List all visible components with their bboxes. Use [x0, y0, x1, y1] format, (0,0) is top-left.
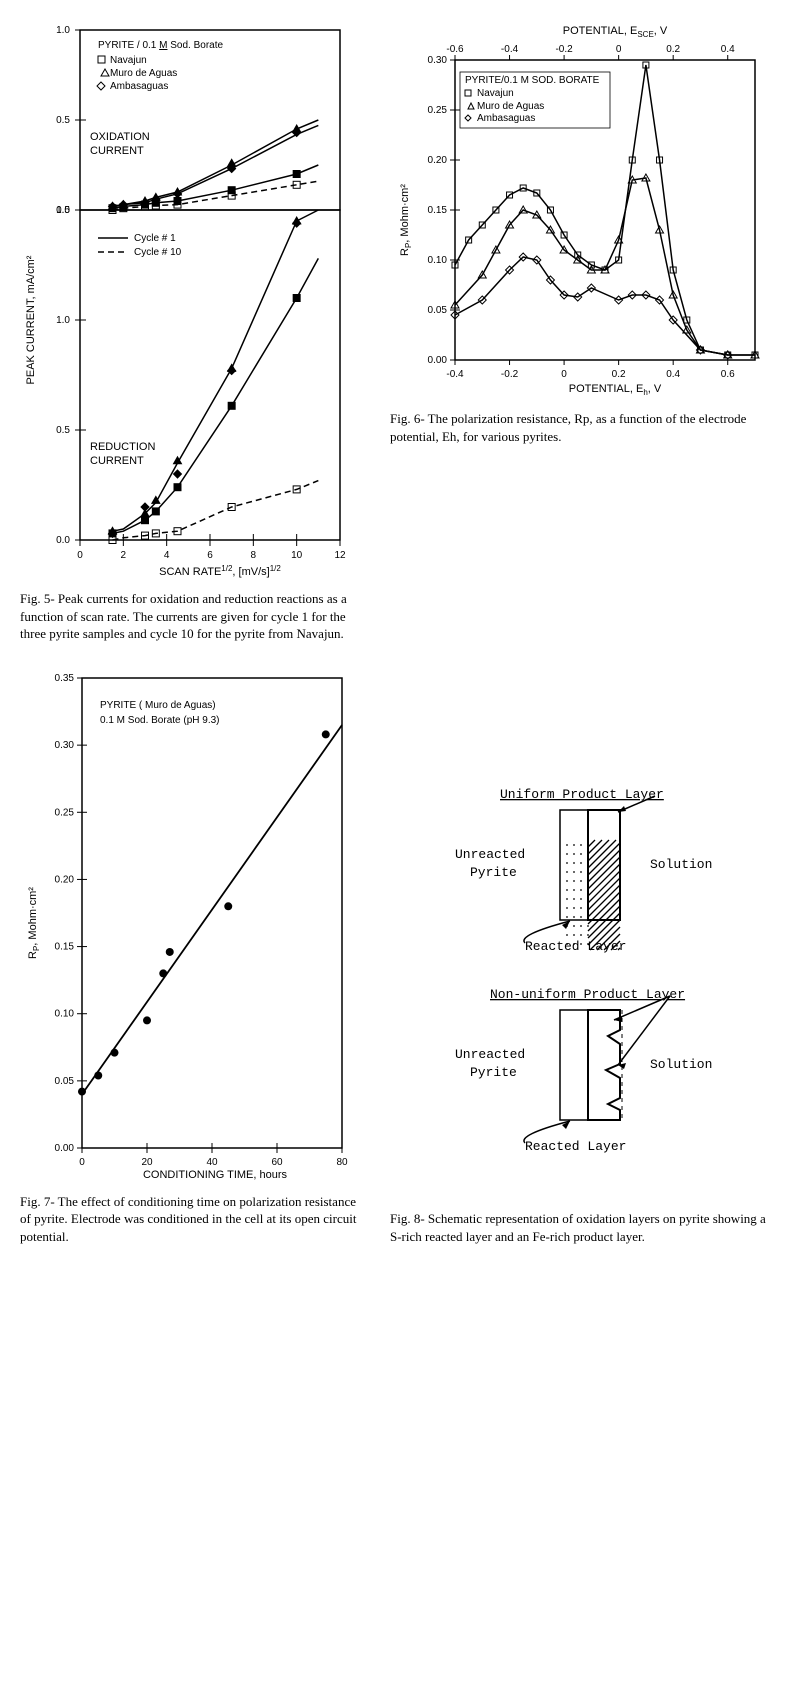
- svg-text:0.05: 0.05: [428, 305, 448, 316]
- svg-text:0.00: 0.00: [55, 1143, 75, 1154]
- fig5-caption: Fig. 5- Peak currents for oxidation and …: [20, 590, 360, 643]
- svg-text:0: 0: [79, 1157, 85, 1168]
- svg-text:Unreacted: Unreacted: [455, 847, 525, 862]
- svg-text:Pyrite: Pyrite: [470, 1065, 517, 1080]
- svg-text:2: 2: [121, 550, 127, 561]
- svg-text:REDUCTION: REDUCTION: [90, 441, 155, 453]
- svg-text:0: 0: [77, 550, 83, 561]
- fig8-caption: Fig. 8- Schematic representation of oxid…: [390, 1210, 780, 1245]
- svg-text:8: 8: [251, 550, 257, 561]
- svg-text:-0.2: -0.2: [501, 369, 519, 380]
- svg-text:Uniform Product Layer: Uniform Product Layer: [500, 787, 664, 802]
- svg-text:1.5: 1.5: [56, 205, 70, 216]
- svg-text:0.05: 0.05: [55, 1075, 75, 1086]
- figure-8: Uniform Product Layer Unreacted Pyrite S…: [390, 663, 780, 1246]
- svg-text:CURRENT: CURRENT: [90, 455, 144, 467]
- svg-text:Solution: Solution: [650, 857, 712, 872]
- svg-text:PYRITE/0.1 M SOD. BORATE: PYRITE/0.1 M SOD. BORATE: [465, 75, 600, 86]
- svg-text:0.20: 0.20: [428, 155, 448, 166]
- svg-text:40: 40: [206, 1157, 218, 1168]
- svg-text:CURRENT: CURRENT: [90, 145, 144, 157]
- svg-text:POTENTIAL, ESCE, V: POTENTIAL, ESCE, V: [563, 25, 668, 39]
- svg-text:60: 60: [271, 1157, 283, 1168]
- svg-text:0.4: 0.4: [721, 44, 735, 55]
- svg-text:0.10: 0.10: [55, 1008, 75, 1019]
- svg-text:0.30: 0.30: [428, 55, 448, 66]
- figure-5: PEAK CURRENT, mA/cm² SCAN RATE1/2, [mV/s…: [20, 20, 360, 643]
- fig7-chart: RP, Mohm·cm² CONDITIONING TIME, hours PY…: [20, 663, 360, 1183]
- svg-text:10: 10: [291, 550, 303, 561]
- fig8-diagram: Uniform Product Layer Unreacted Pyrite S…: [390, 780, 770, 1200]
- svg-text:PYRITE / 0.1 M Sod. Borate: PYRITE / 0.1 M Sod. Borate: [98, 40, 224, 51]
- svg-text:Reacted Layer: Reacted Layer: [525, 939, 626, 954]
- svg-text:0.15: 0.15: [428, 205, 448, 216]
- fig7-caption: Fig. 7- The effect of conditioning time …: [20, 1193, 360, 1246]
- svg-text:Ambasaguas: Ambasaguas: [110, 81, 168, 92]
- svg-text:0.2: 0.2: [612, 369, 626, 380]
- svg-text:RP, Mohm·cm²: RP, Mohm·cm²: [399, 184, 413, 256]
- svg-text:0.2: 0.2: [666, 44, 680, 55]
- figure-7: RP, Mohm·cm² CONDITIONING TIME, hours PY…: [20, 663, 360, 1246]
- svg-text:Navajun: Navajun: [477, 88, 514, 99]
- svg-text:0.6: 0.6: [721, 369, 735, 380]
- svg-text:0.5: 0.5: [56, 425, 70, 436]
- svg-text:CONDITIONING TIME, hours: CONDITIONING TIME, hours: [143, 1169, 288, 1181]
- svg-text:80: 80: [336, 1157, 348, 1168]
- svg-text:0.30: 0.30: [55, 740, 75, 751]
- svg-text:0: 0: [561, 369, 567, 380]
- figure-6: POTENTIAL, ESCE, V POTENTIAL, Eh, V RP, …: [390, 20, 780, 445]
- svg-text:0.25: 0.25: [428, 105, 448, 116]
- svg-text:12: 12: [334, 550, 346, 561]
- svg-text:Unreacted: Unreacted: [455, 1047, 525, 1062]
- svg-text:SCAN RATE1/2, [mV/s]1/2: SCAN RATE1/2, [mV/s]1/2: [159, 564, 281, 578]
- svg-text:Ambasaguas: Ambasaguas: [477, 113, 535, 124]
- svg-text:0.25: 0.25: [55, 807, 75, 818]
- svg-text:20: 20: [141, 1157, 153, 1168]
- svg-text:Solution: Solution: [650, 1057, 712, 1072]
- svg-text:Muro de Aguas: Muro de Aguas: [110, 68, 177, 79]
- svg-text:-0.6: -0.6: [446, 44, 464, 55]
- svg-text:Cycle # 10: Cycle # 10: [134, 247, 182, 258]
- svg-text:RP, Mohm·cm²: RP, Mohm·cm²: [27, 886, 41, 958]
- svg-text:0.4: 0.4: [666, 369, 680, 380]
- svg-text:0.15: 0.15: [55, 941, 75, 952]
- svg-text:-0.2: -0.2: [555, 44, 573, 55]
- svg-text:1.0: 1.0: [56, 25, 70, 36]
- svg-text:0.35: 0.35: [55, 673, 75, 684]
- svg-text:-0.4: -0.4: [501, 44, 519, 55]
- svg-text:0.5: 0.5: [56, 115, 70, 126]
- svg-text:PEAK CURRENT, mA/cm²: PEAK CURRENT, mA/cm²: [25, 255, 37, 384]
- svg-text:Non-uniform Product Layer: Non-uniform Product Layer: [490, 987, 685, 1002]
- svg-text:4: 4: [164, 550, 170, 561]
- svg-text:0.00: 0.00: [428, 355, 448, 366]
- fig5-chart: PEAK CURRENT, mA/cm² SCAN RATE1/2, [mV/s…: [20, 20, 360, 580]
- svg-text:0.20: 0.20: [55, 874, 75, 885]
- svg-text:Navajun: Navajun: [110, 55, 147, 66]
- svg-text:PYRITE ( Muro de Aguas): PYRITE ( Muro de Aguas): [100, 700, 216, 711]
- fig6-caption: Fig. 6- The polarization resistance, Rp,…: [390, 410, 780, 445]
- svg-text:-0.4: -0.4: [446, 369, 464, 380]
- svg-text:Cycle # 1: Cycle # 1: [134, 233, 176, 244]
- svg-text:Muro de Aguas: Muro de Aguas: [477, 101, 544, 112]
- fig6-chart: POTENTIAL, ESCE, V POTENTIAL, Eh, V RP, …: [390, 20, 780, 400]
- svg-text:Reacted Layer: Reacted Layer: [525, 1139, 626, 1154]
- svg-text:POTENTIAL, Eh, V: POTENTIAL, Eh, V: [569, 383, 662, 397]
- svg-text:Pyrite: Pyrite: [470, 865, 517, 880]
- svg-text:0.1 M Sod. Borate (pH 9.3): 0.1 M Sod. Borate (pH 9.3): [100, 715, 220, 726]
- svg-text:0.10: 0.10: [428, 255, 448, 266]
- svg-text:OXIDATION: OXIDATION: [90, 131, 150, 143]
- svg-text:0.0: 0.0: [56, 535, 70, 546]
- svg-text:1.0: 1.0: [56, 315, 70, 326]
- svg-text:0: 0: [616, 44, 622, 55]
- svg-text:6: 6: [207, 550, 213, 561]
